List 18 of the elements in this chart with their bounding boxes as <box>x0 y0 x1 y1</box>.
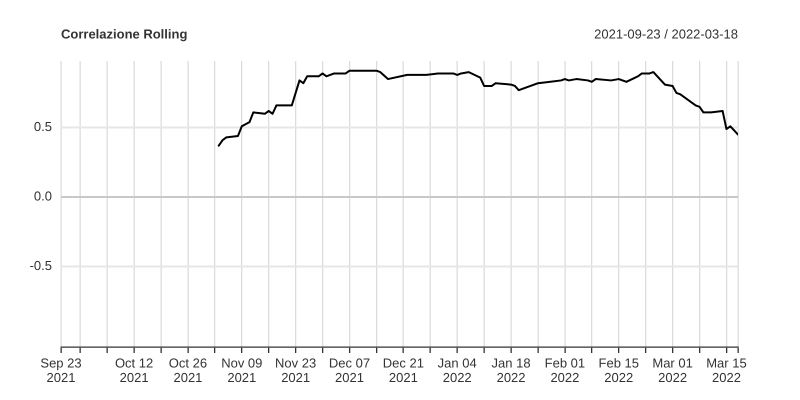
x-tick-label: Jan 18 2022 <box>492 356 531 386</box>
x-tick-label: Dec 21 2021 <box>382 356 424 386</box>
x-tick-label: Oct 12 2021 <box>114 356 154 386</box>
x-tick-label: Jan 04 2022 <box>438 356 477 386</box>
chart-subtitle: 2021-09-23 / 2022-03-18 <box>594 26 738 42</box>
y-tick-label: 0.0 <box>34 188 52 204</box>
x-tick-label: Nov 23 2021 <box>275 356 316 386</box>
chart-title: Correlazione Rolling <box>61 26 188 42</box>
x-tick-label: Sep 23 2021 <box>40 356 82 386</box>
y-tick-label: -0.5 <box>30 258 52 274</box>
x-tick-label: Feb 15 2022 <box>598 356 639 386</box>
x-tick-label: Nov 09 2021 <box>221 356 262 386</box>
x-tick-label: Oct 26 2021 <box>168 356 208 386</box>
y-tick-label: 0.5 <box>34 119 52 134</box>
x-tick-label: Mar 15 2022 <box>706 356 747 386</box>
x-tick-label: Mar 01 2022 <box>652 356 693 386</box>
x-tick-label: Dec 07 2021 <box>328 356 370 386</box>
x-tick-label: Feb 01 2022 <box>544 356 586 386</box>
